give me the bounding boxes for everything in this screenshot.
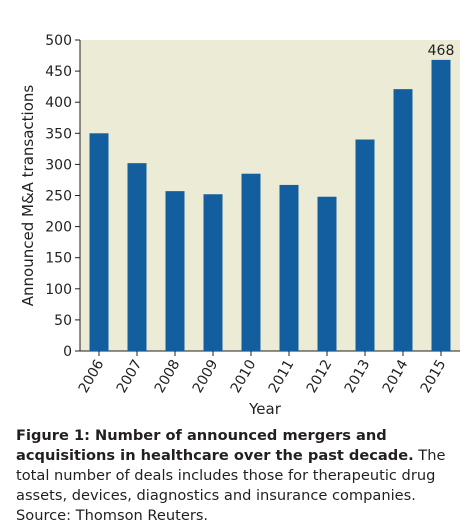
bar-2009 <box>203 194 223 351</box>
caption-title: Figure 1: Number of announced mergers an… <box>16 427 414 464</box>
bar-2006 <box>89 133 109 351</box>
data-labels: 468 <box>428 43 455 59</box>
y-axis-title: Announced M&A transactions <box>19 85 37 307</box>
x-tick-label-2011: 2011 <box>266 357 298 396</box>
bar-2007 <box>127 163 147 351</box>
data-label-2015: 468 <box>428 43 455 59</box>
y-tick-label: 400 <box>45 95 72 111</box>
y-tick-label: 200 <box>45 220 72 236</box>
y-tick-label: 50 <box>54 313 72 329</box>
caption-text: The total number of deals includes those… <box>16 447 446 524</box>
x-tick-label-2015: 2015 <box>418 357 450 396</box>
x-axis-title: Year <box>248 400 282 418</box>
x-tick-label-2009: 2009 <box>190 357 222 396</box>
bar-2010 <box>241 173 261 351</box>
y-tick-label: 150 <box>45 251 72 267</box>
x-axis: 2006 2007 2008 2009 2010 2011 2012 2013 2014 2015 <box>76 350 460 396</box>
y-tick-label: 250 <box>45 189 72 205</box>
x-tick-label-2006: 2006 <box>76 357 108 396</box>
y-axis: 0 50 100 150 200 250 300 350 400 450 500 <box>45 33 81 360</box>
x-tick-label-2008: 2008 <box>152 357 184 396</box>
y-tick-label: 0 <box>63 344 72 360</box>
y-tick-label: 350 <box>45 126 72 142</box>
figure-caption: Figure 1: Number of announced mergers an… <box>16 426 456 526</box>
y-tick-label: 300 <box>45 157 72 173</box>
y-tick-label: 100 <box>45 282 72 298</box>
bar-2014 <box>393 89 413 351</box>
bar-2015 <box>431 59 451 352</box>
x-tick-label-2007: 2007 <box>114 357 146 396</box>
bar-2013 <box>355 139 375 351</box>
x-tick-label-2010: 2010 <box>228 357 260 396</box>
x-tick-label-2013: 2013 <box>342 357 374 396</box>
bars <box>89 59 451 352</box>
x-tick-label-2014: 2014 <box>380 357 412 396</box>
bar-2012 <box>317 196 337 351</box>
y-tick-label: 500 <box>45 33 72 49</box>
bar-2011 <box>279 184 299 351</box>
y-tick-label: 450 <box>45 64 72 80</box>
bar-2008 <box>165 191 185 351</box>
x-tick-label-2012: 2012 <box>304 357 336 396</box>
